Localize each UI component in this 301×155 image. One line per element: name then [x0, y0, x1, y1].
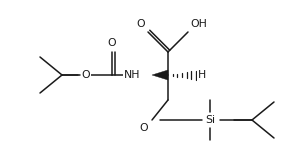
Text: O: O: [108, 38, 116, 48]
Text: O: O: [136, 19, 145, 29]
Polygon shape: [152, 70, 168, 80]
Text: O: O: [139, 123, 148, 133]
Text: OH: OH: [190, 19, 207, 29]
Text: H: H: [198, 70, 206, 80]
Text: O: O: [82, 70, 90, 80]
Text: Si: Si: [205, 115, 215, 125]
Text: NH: NH: [123, 70, 140, 80]
